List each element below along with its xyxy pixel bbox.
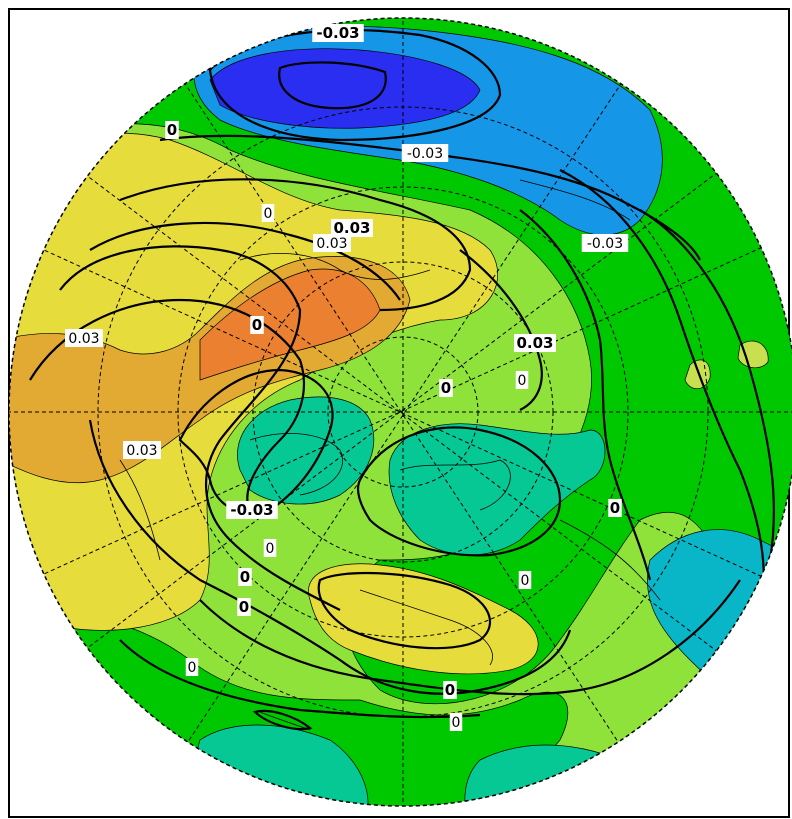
contour-label: 0.03 bbox=[514, 334, 556, 352]
contour-label: 0 bbox=[237, 598, 251, 616]
contour-label: 0 bbox=[518, 571, 532, 589]
contour-label: 0 bbox=[515, 371, 529, 389]
field-yellow-asia bbox=[308, 563, 539, 675]
contour-label-bg bbox=[449, 713, 463, 731]
contour-label-text: 0 bbox=[252, 316, 262, 334]
field-teal-asia bbox=[388, 423, 606, 556]
contour-label-text: -0.03 bbox=[316, 24, 359, 42]
contour-label: 0.03 bbox=[123, 441, 161, 459]
contour-label: 0 bbox=[261, 204, 275, 222]
map-boundary bbox=[8, 17, 792, 807]
contour-label: 0 bbox=[439, 379, 453, 397]
contour-label: 0 bbox=[238, 568, 252, 586]
contour-label: 0 bbox=[449, 713, 463, 731]
contour-label-bg bbox=[238, 568, 252, 586]
contour-lines bbox=[29, 28, 776, 731]
contour-label-bg bbox=[313, 234, 351, 252]
field-blue-deep-core bbox=[209, 48, 481, 129]
contour-label-bg bbox=[518, 571, 532, 589]
contour-label-text: 0.03 bbox=[316, 236, 347, 252]
contour-label: 0.03 bbox=[313, 234, 351, 252]
contour-label-bg bbox=[443, 681, 457, 699]
field-yellowgreen-east2 bbox=[737, 340, 769, 369]
contour-label-text: 0 bbox=[441, 379, 451, 397]
contour-label: -0.03 bbox=[226, 501, 278, 519]
contour-label: -0.03 bbox=[581, 234, 629, 252]
contour-label-bg bbox=[185, 658, 199, 676]
contour-label-bg bbox=[608, 499, 622, 517]
contour-label-text: 0 bbox=[266, 541, 275, 557]
contour-label-text: 0 bbox=[264, 206, 273, 222]
contour-label: 0 bbox=[250, 316, 264, 334]
contour-label-bg bbox=[123, 441, 161, 459]
contour-label: 0 bbox=[608, 499, 622, 517]
contour-label: 0 bbox=[165, 121, 179, 139]
contour-label-text: 0.03 bbox=[68, 331, 99, 347]
contour-label-bg bbox=[237, 598, 251, 616]
contour-label-text: 0 bbox=[188, 660, 197, 676]
contour-label-bg bbox=[165, 121, 179, 139]
contour-label-bg bbox=[226, 501, 278, 519]
contour-label: 0.03 bbox=[65, 329, 103, 347]
contour-label-text: -0.03 bbox=[587, 236, 623, 252]
contour-label-bg bbox=[439, 379, 453, 397]
contour-label-bg bbox=[65, 329, 103, 347]
contour-label-text: 0.03 bbox=[516, 334, 553, 352]
contour-label-text: 0 bbox=[167, 121, 177, 139]
contour-label-bg bbox=[261, 204, 275, 222]
contour-label: 0.03 bbox=[331, 219, 373, 237]
field-teal-arctic bbox=[237, 396, 374, 505]
contour-label-text: -0.03 bbox=[230, 501, 273, 519]
contour-label-text: 0 bbox=[452, 715, 461, 731]
contour-label-text: 0 bbox=[445, 681, 455, 699]
contour-label: 0 bbox=[263, 539, 277, 557]
contour-label-bg bbox=[331, 219, 373, 237]
contour-label-bg bbox=[514, 334, 556, 352]
contour-label-text: -0.03 bbox=[407, 146, 443, 162]
coastlines bbox=[119, 179, 661, 731]
contour-label-text: 0 bbox=[518, 373, 527, 389]
contour-label: 0 bbox=[185, 658, 199, 676]
contour-label-text: 0.03 bbox=[126, 443, 157, 459]
contour-label-text: 0 bbox=[521, 573, 530, 589]
contour-label-text: 0 bbox=[239, 598, 249, 616]
contour-label-text: 0 bbox=[610, 499, 620, 517]
field-yellowgreen-east bbox=[684, 359, 711, 390]
contour-label: -0.03 bbox=[401, 144, 449, 162]
contour-label: -0.03 bbox=[312, 24, 364, 42]
contour-label-bg bbox=[515, 371, 529, 389]
contour-label-bg bbox=[250, 316, 264, 334]
contour-label-bg bbox=[401, 144, 449, 162]
contour-label-bg bbox=[581, 234, 629, 252]
contour-label-bg bbox=[263, 539, 277, 557]
contour-label-bg bbox=[312, 24, 364, 42]
contour-label-text: 0.03 bbox=[333, 219, 370, 237]
contour-label-text: 0 bbox=[240, 568, 250, 586]
contour-label: 0 bbox=[443, 681, 457, 699]
